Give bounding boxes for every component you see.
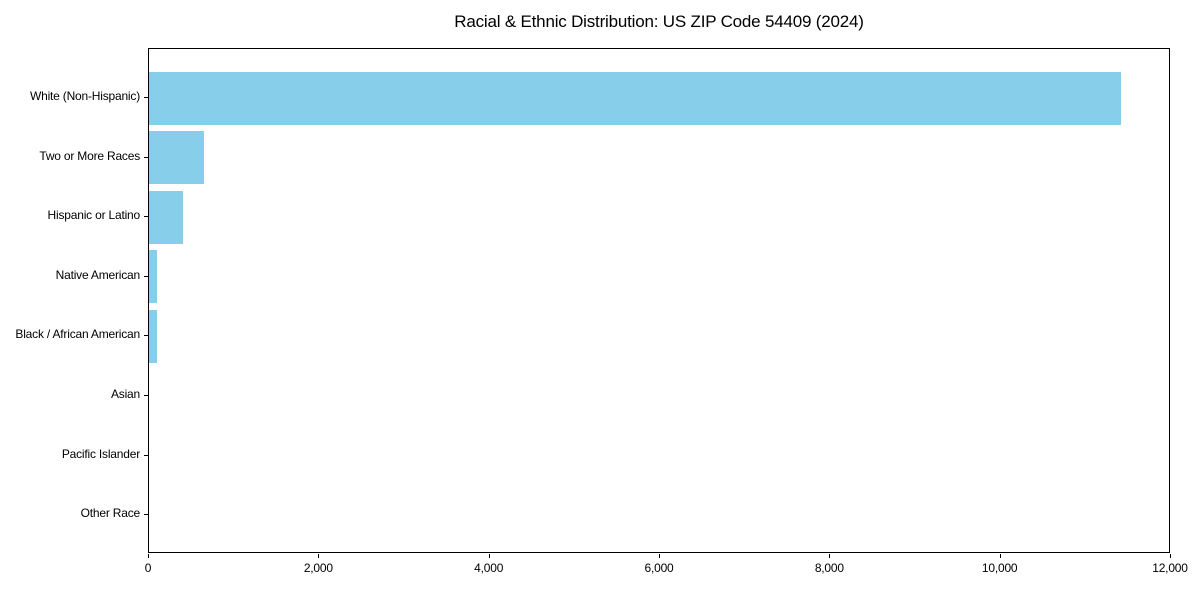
y-tick-label: Hispanic or Latino [47, 208, 141, 223]
x-tick-mark [999, 554, 1001, 558]
y-tick-mark [144, 97, 148, 98]
y-tick-mark [144, 395, 148, 396]
bar-native-american [149, 250, 157, 304]
x-tick-label: 2,000 [303, 561, 333, 575]
y-tick-mark [144, 454, 148, 456]
bar-black-african-american [149, 309, 157, 363]
bar-two-or-more-races [149, 131, 204, 185]
y-tick-label: Black / African American [15, 327, 140, 342]
x-tick-label: 4,000 [474, 561, 504, 575]
plot-area [148, 48, 1170, 553]
x-tick-label: 12,000 [1152, 561, 1188, 575]
x-tick-mark [488, 554, 490, 558]
y-tick-label: Other Race [80, 506, 141, 521]
y-tick-label: White (Non-Hispanic) [29, 89, 140, 103]
x-tick-label: 10,000 [981, 561, 1018, 575]
y-tick-mark [144, 275, 148, 277]
y-tick-label: Asian [110, 387, 140, 401]
chart-title: Racial & Ethnic Distribution: US ZIP Cod… [454, 12, 864, 31]
y-tick-label: Pacific Islander [61, 446, 140, 461]
y-tick-label: Native American [55, 267, 141, 282]
x-tick-mark [1170, 554, 1171, 558]
y-tick-mark [144, 156, 148, 158]
y-tick-mark [144, 514, 148, 516]
x-tick-mark [318, 554, 320, 558]
y-tick-mark [144, 216, 148, 218]
y-tick-mark [144, 335, 148, 337]
x-tick-mark [148, 554, 149, 558]
y-tick-label: Two or More Races [39, 148, 140, 163]
bar-white-non-hispanic [149, 71, 1121, 125]
x-tick-label: 6,000 [644, 561, 674, 575]
x-tick-mark [659, 554, 660, 558]
x-tick-label: 0 [144, 561, 152, 575]
x-tick-label: 8,000 [814, 561, 844, 575]
x-tick-mark [829, 554, 831, 558]
bar-hispanic-or-latino [149, 190, 183, 244]
